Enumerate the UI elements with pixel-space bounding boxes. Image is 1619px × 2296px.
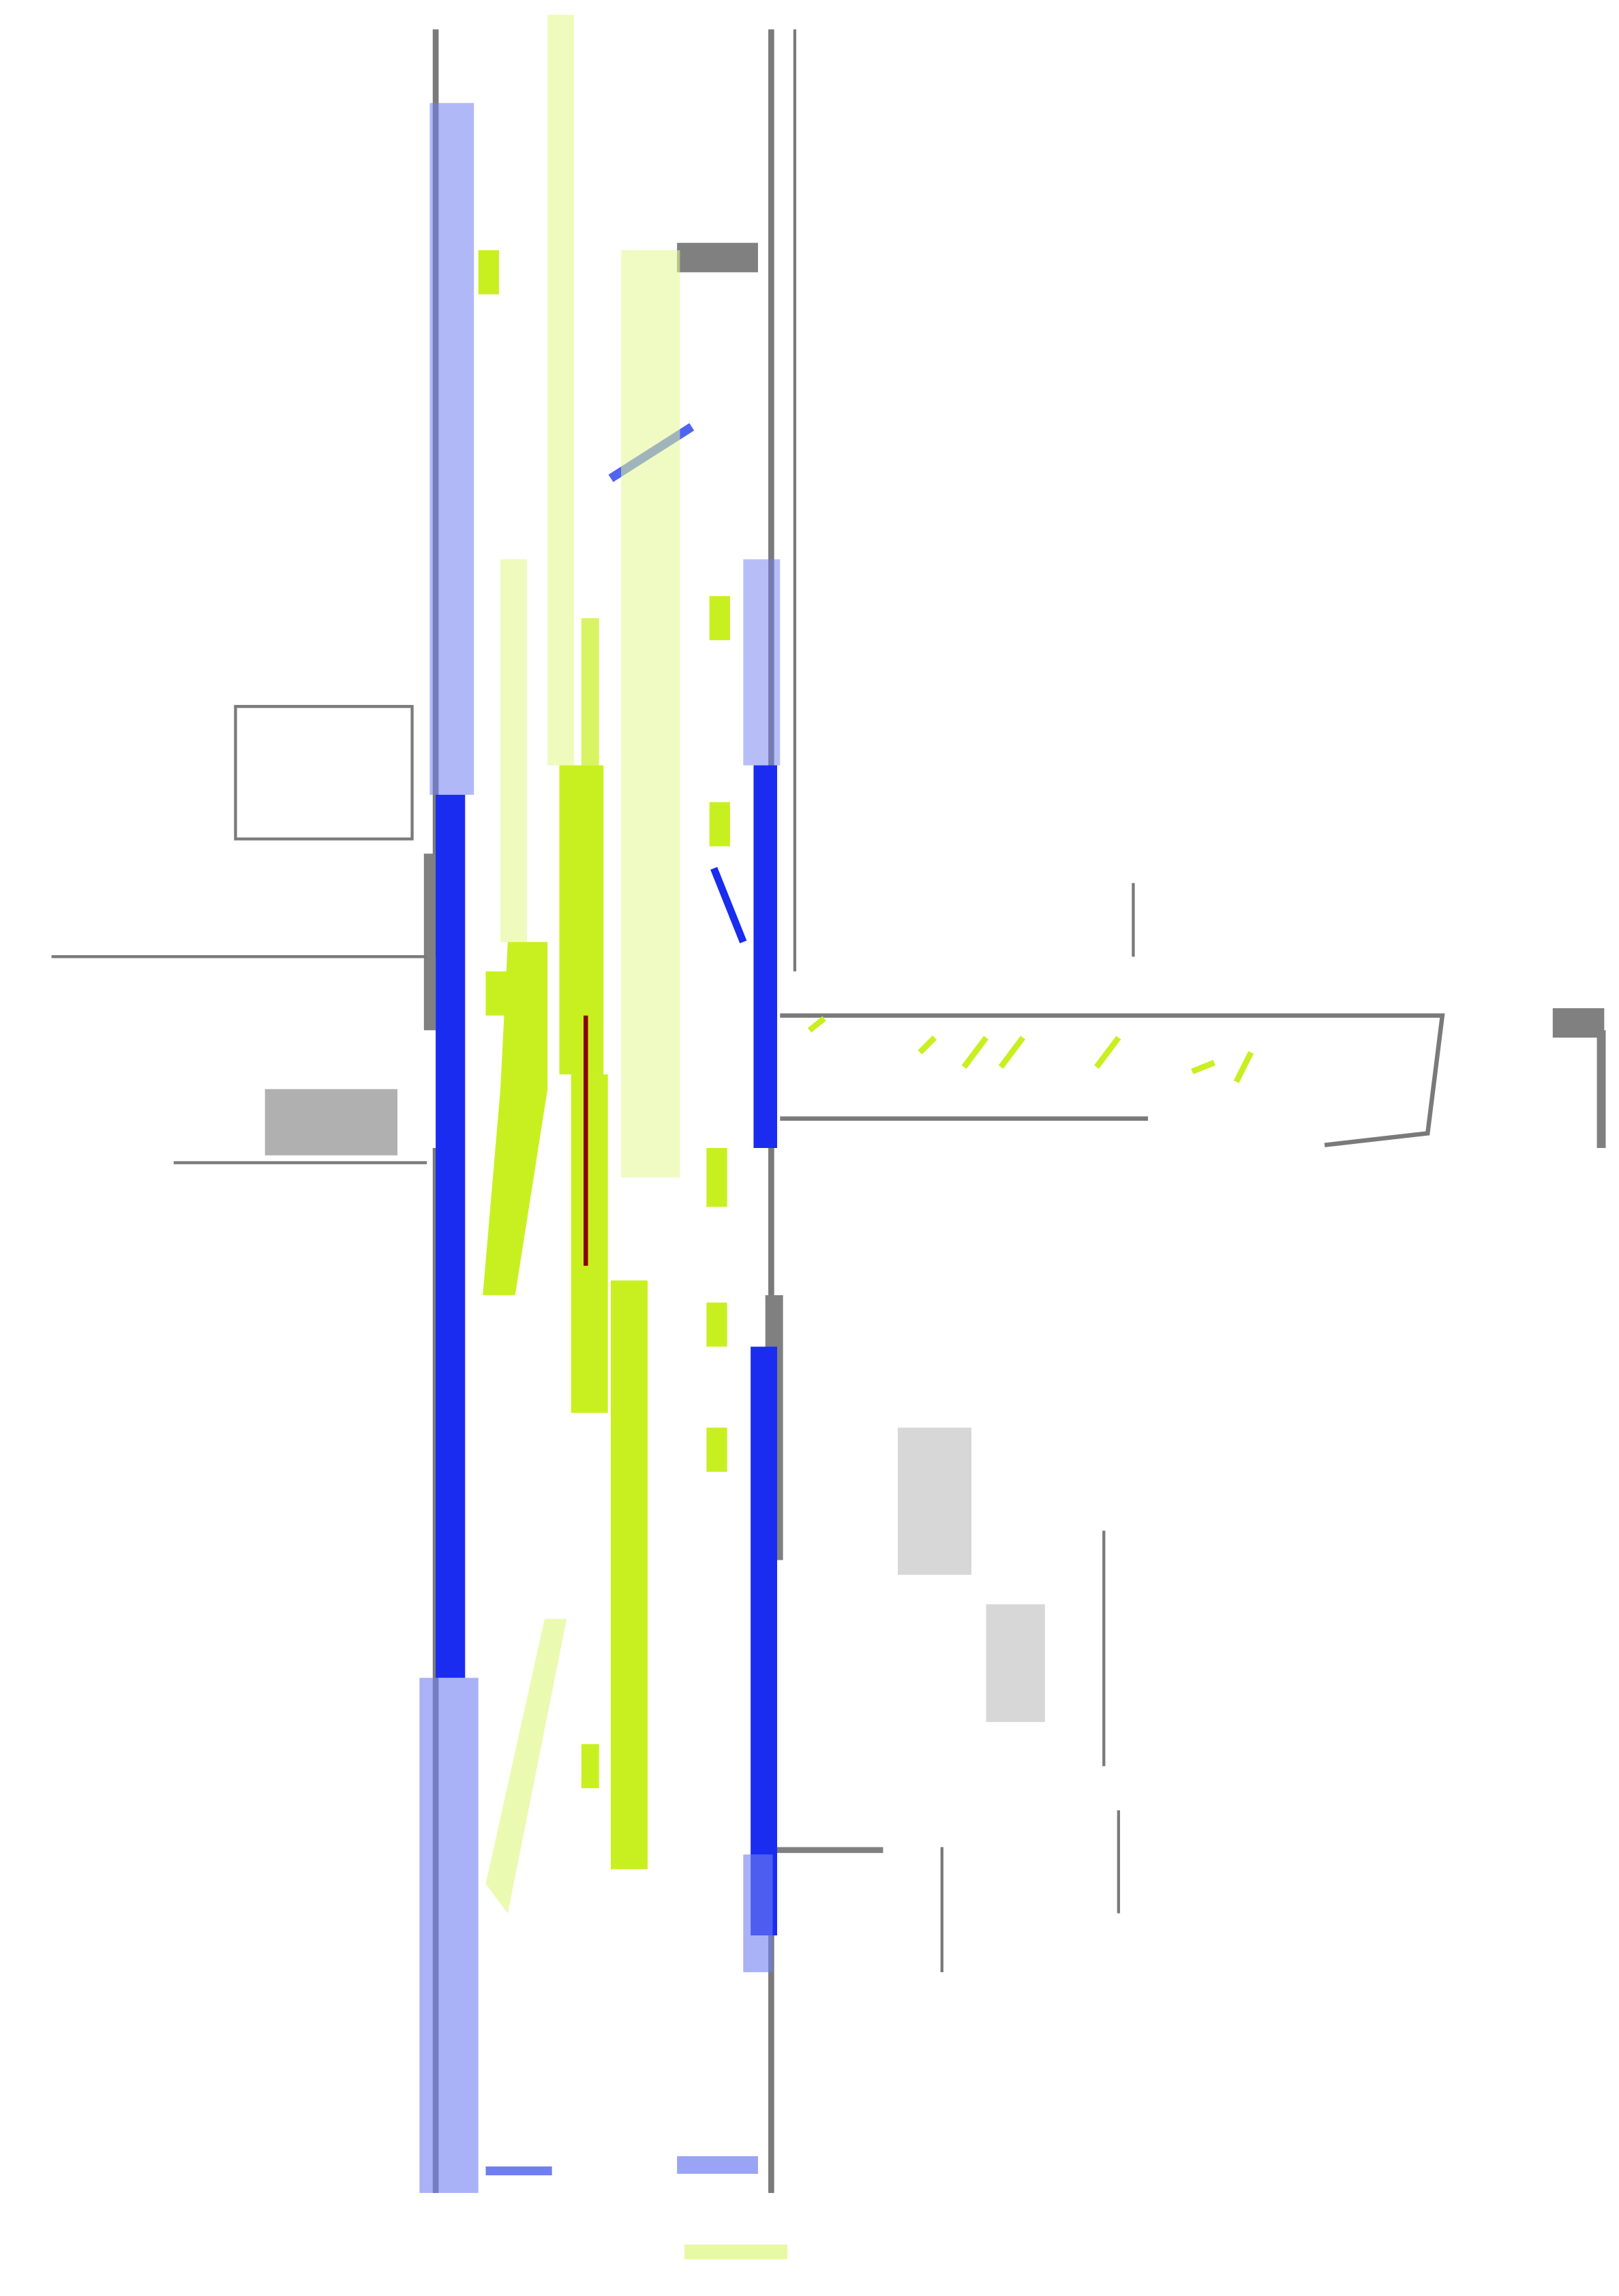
lime-band bbox=[611, 1280, 648, 1869]
left-building bbox=[234, 705, 414, 841]
parked-car bbox=[706, 1428, 727, 1472]
blue-strip bbox=[436, 794, 466, 1678]
blue-points bbox=[419, 103, 781, 2193]
clutter bbox=[677, 243, 758, 273]
sparse-points bbox=[898, 1428, 971, 1575]
clutter bbox=[1597, 1030, 1606, 1148]
parked-car bbox=[478, 250, 499, 294]
blue-strip bbox=[751, 1346, 778, 1936]
blue-strip bbox=[753, 765, 778, 1148]
lime-band bbox=[581, 618, 599, 766]
parked-car bbox=[706, 1148, 727, 1207]
lime-marks bbox=[807, 1016, 1254, 1083]
blue-strip bbox=[419, 1678, 479, 2193]
lime-strip bbox=[684, 2244, 788, 2260]
clutter bbox=[1552, 1008, 1605, 1038]
parked-car bbox=[709, 596, 730, 641]
blue-strip bbox=[677, 2156, 758, 2174]
lime-curve bbox=[483, 941, 548, 1295]
blue-strip bbox=[743, 559, 781, 766]
sparse-points bbox=[986, 1604, 1045, 1722]
blue-strip bbox=[429, 103, 474, 795]
lime-points bbox=[478, 14, 1254, 2260]
side-structures bbox=[51, 705, 1606, 1973]
lime-trail bbox=[547, 14, 575, 766]
left-corridor bbox=[51, 955, 427, 1164]
wall-segment bbox=[765, 1847, 883, 1854]
left-object bbox=[264, 1089, 397, 1155]
lime-band bbox=[571, 1074, 608, 1413]
parked-car bbox=[709, 802, 730, 847]
parked-car bbox=[706, 1302, 727, 1347]
lime-band bbox=[559, 765, 604, 1075]
lime-trail bbox=[621, 250, 680, 1178]
blue-strip bbox=[743, 1854, 773, 1973]
blue-trace bbox=[710, 866, 747, 943]
right-corridor bbox=[780, 1013, 1445, 1147]
blue-strip bbox=[485, 2166, 552, 2175]
parked-car bbox=[581, 1744, 599, 1789]
parked-car bbox=[485, 971, 510, 1016]
lime-curve bbox=[485, 1618, 567, 1914]
lime-trail bbox=[500, 559, 527, 942]
sparse-walls bbox=[940, 883, 1135, 1973]
wall-segment bbox=[423, 854, 436, 1031]
